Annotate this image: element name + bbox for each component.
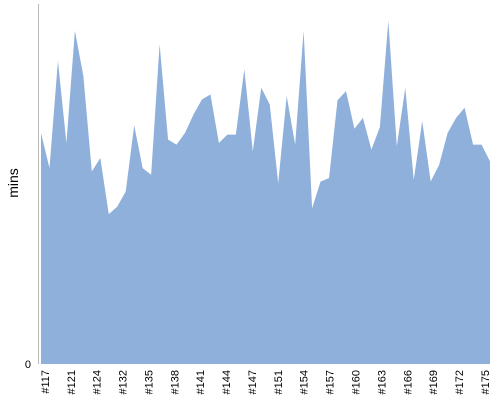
x-tick-label: #154 — [299, 370, 311, 394]
x-tick-label: #147 — [247, 370, 259, 394]
x-tick-label: #172 — [454, 370, 466, 394]
x-tick-label: #132 — [118, 370, 130, 394]
y-axis-ticks: 0 — [25, 359, 31, 371]
x-tick-label: #135 — [143, 370, 155, 394]
x-tick-label: #163 — [376, 370, 388, 394]
x-axis-ticks: #117 #121 #124 #132 #135 #138 #141 #144 #147 #151… — [40, 370, 492, 394]
area-series — [41, 20, 490, 365]
x-tick-label: #166 — [402, 370, 414, 394]
y-axis-title: mins — [5, 168, 21, 198]
y-tick-label: 0 — [25, 359, 31, 371]
x-tick-label: #121 — [66, 370, 78, 394]
x-tick-label: #175 — [480, 370, 492, 394]
plot-area — [40, 20, 491, 365]
x-tick-label: #151 — [273, 370, 285, 394]
x-tick-label: #144 — [221, 370, 233, 394]
x-tick-label: #169 — [428, 370, 440, 394]
x-tick-label: #117 — [40, 370, 52, 394]
x-tick-label: #138 — [169, 370, 181, 394]
x-tick-label: #160 — [350, 370, 362, 394]
x-tick-label: #124 — [92, 370, 104, 394]
x-tick-label: #141 — [195, 370, 207, 394]
x-tick-label: #157 — [325, 370, 337, 394]
